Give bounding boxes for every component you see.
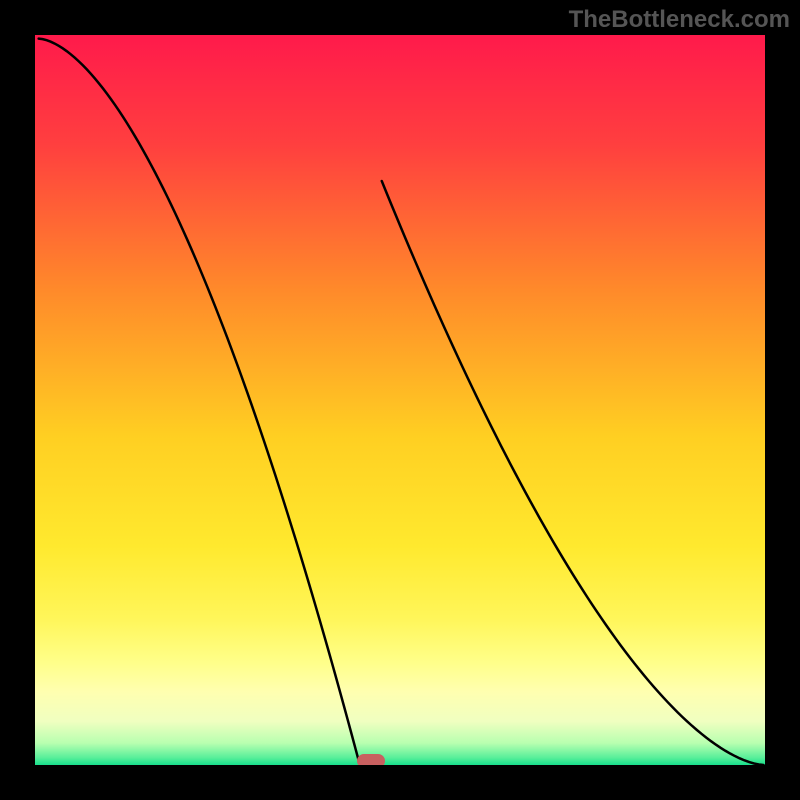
target-marker (357, 754, 385, 765)
plot-area (35, 35, 765, 765)
bottleneck-curve (35, 35, 765, 765)
stage: TheBottleneck.com (0, 0, 800, 800)
watermark-text: TheBottleneck.com (569, 6, 790, 34)
